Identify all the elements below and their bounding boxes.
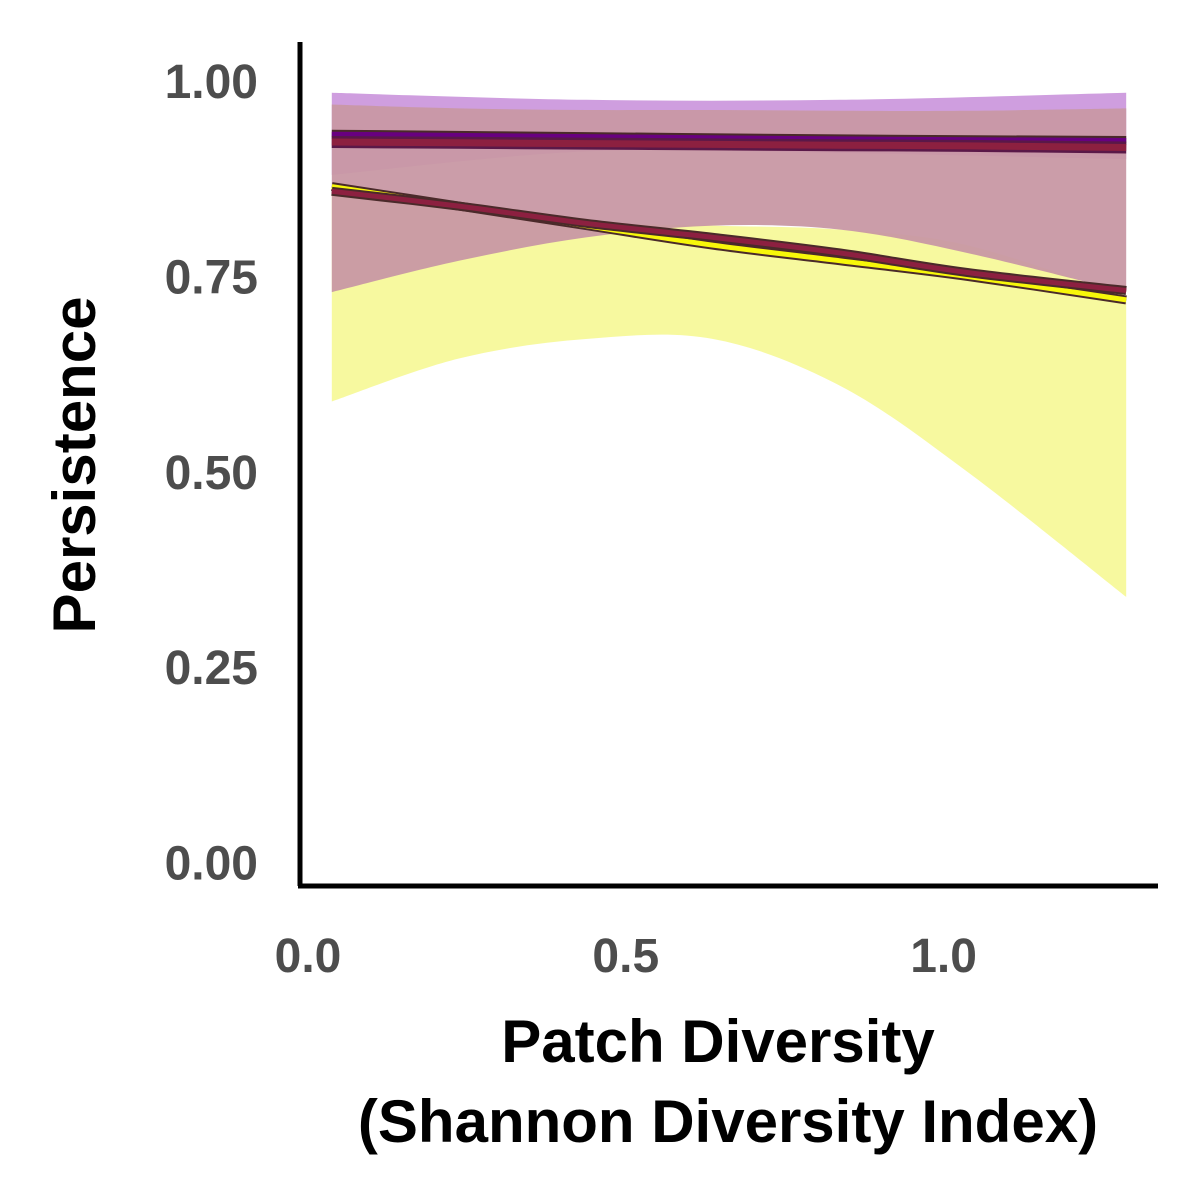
fit-line-upper-fill-3 <box>331 138 1127 151</box>
confidence-bands <box>331 92 1127 597</box>
y-tick-label: 0.50 <box>165 447 258 500</box>
confidence-band-1 <box>331 190 1127 597</box>
x-tick-label: 0.0 <box>275 930 342 983</box>
x-axis-title-line-2: (Shannon Diversity Index) <box>358 1088 1098 1155</box>
y-tick-label: 0.25 <box>165 642 258 695</box>
y-tick-label: 0.00 <box>165 838 258 891</box>
fit-line-2 <box>331 131 1127 143</box>
y-tick-labels: 0.00 0.25 0.50 0.75 1.00 <box>165 56 258 890</box>
y-tick-label: 0.75 <box>165 251 258 304</box>
y-tick-label: 1.00 <box>165 56 258 109</box>
y-axis-title: Persistence <box>41 297 108 634</box>
x-tick-label: 1.0 <box>910 930 977 983</box>
fit-lines <box>331 129 1127 305</box>
x-tick-label: 0.5 <box>592 930 659 983</box>
fit-line-3 <box>331 188 1127 293</box>
x-tick-labels: 0.0 0.5 1.0 <box>275 930 977 983</box>
axes <box>297 42 1158 889</box>
x-axis-title-line-1: Patch Diversity <box>501 1008 935 1075</box>
